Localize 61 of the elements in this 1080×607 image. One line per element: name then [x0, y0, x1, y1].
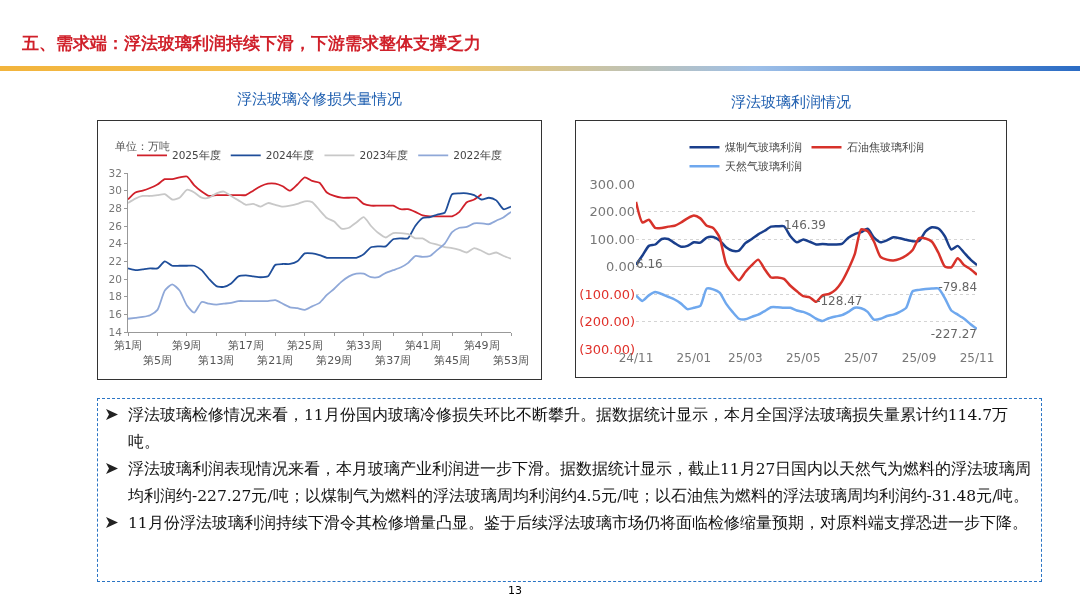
y-tick-label: (200.00): [579, 314, 635, 330]
text: 单位：万吨: [115, 140, 170, 152]
y-tick-label: 30: [108, 184, 122, 197]
x-tick-label: 第21周: [257, 353, 294, 367]
text: 五、需求端：浮法玻璃利润持续下滑，下游需求整体支撑乏力: [22, 32, 481, 55]
legend-label: 2025年度: [172, 149, 221, 162]
data-label: -227.27: [930, 327, 977, 341]
line-series: [128, 188, 511, 260]
data-label: 146.39: [783, 218, 826, 233]
x-tick-label: 25/11: [959, 351, 995, 365]
text: 浮法玻璃检修情况来看，11月份国内玻璃冷修损失环比不断攀升。据数据统计显示，本月全国浮法玻璃损失量累计约114.7万吨。: [128, 405, 1010, 453]
legend-label: 煤制气玻璃利润: [724, 141, 802, 155]
x-tick-label: 第33周: [345, 339, 382, 353]
x-tick-label: 25/05: [785, 351, 821, 365]
y-tick-label: 18: [108, 290, 122, 303]
data-label: -79.84: [938, 280, 978, 295]
text: 13: [508, 584, 522, 597]
y-tick-label: 100.00: [589, 231, 635, 247]
y-tick-label: (100.00): [579, 286, 635, 302]
chart-title: 浮法玻璃冷修损失量情况: [236, 90, 403, 109]
y-tick-label: 300.00: [589, 176, 635, 192]
y-tick-label: 24: [108, 237, 123, 250]
y-tick-label: 0.00: [606, 259, 635, 275]
x-tick-label: 第25周: [286, 339, 323, 353]
x-tick-label: 25/09: [901, 351, 937, 365]
x-tick-label: 第17周: [227, 339, 264, 353]
text: 浮法玻璃利润表现情况来看，本月玻璃产业利润进一步下滑。据数据统计显示，截止11月27日国内以天然气为燃料的浮法玻璃周均利润约-227.27元/吨；以煤制气为燃料的浮法玻璃周均利润约4.5元/吨；以石油焦为燃料的浮法玻璃周均利润约-31.48元/吨。: [128, 459, 1033, 507]
chart-title: 浮法玻璃利润情况: [730, 93, 852, 112]
legend-label: 天然气玻璃利润: [724, 160, 802, 174]
y-tick-label: 26: [108, 219, 123, 232]
y-tick-label: 14: [108, 325, 123, 338]
legend-label: 2022年度: [453, 149, 502, 162]
y-tick-label: 16: [108, 308, 123, 321]
x-tick-label: 第29周: [316, 353, 353, 367]
legend-label: 2023年度: [359, 149, 409, 162]
y-tick-label: 32: [108, 166, 122, 179]
line-series: [128, 175, 483, 218]
x-tick-label: 第37周: [375, 353, 412, 367]
legend-label: 2024年度: [265, 149, 315, 162]
x-tick-label: 25/01: [676, 351, 712, 365]
y-tick-label: 22: [108, 255, 122, 268]
y-tick-label: 20: [108, 272, 122, 285]
line-series: [128, 192, 511, 288]
x-tick-label: 25/03: [728, 351, 763, 365]
x-tick-label: 第45周: [434, 353, 471, 367]
x-tick-label: 第53周: [493, 353, 529, 367]
line-series: [128, 210, 511, 320]
legend-label: 石油焦玻璃利润: [846, 141, 924, 155]
x-tick-label: 25/07: [843, 351, 879, 365]
x-tick-label: 第49周: [463, 339, 500, 353]
data-label: -128.47: [816, 293, 863, 308]
x-tick-label: 第9周: [172, 339, 202, 353]
line-series: [636, 200, 977, 304]
x-tick-label: 第5周: [142, 353, 172, 367]
y-tick-label: 200.00: [589, 204, 635, 220]
data-label: 6.16: [636, 256, 663, 271]
x-tick-label: 第13周: [198, 353, 235, 367]
text: 11月份浮法玻璃利润持续下滑令其检修增量凸显。鉴于后续浮法玻璃市场仍将面临检修缩量预期，对原料端支撑恐进一步下降。: [128, 513, 1028, 534]
x-tick-label: 第1周: [113, 339, 143, 353]
y-tick-label: 28: [108, 202, 122, 215]
x-tick-label: 第41周: [404, 339, 441, 353]
